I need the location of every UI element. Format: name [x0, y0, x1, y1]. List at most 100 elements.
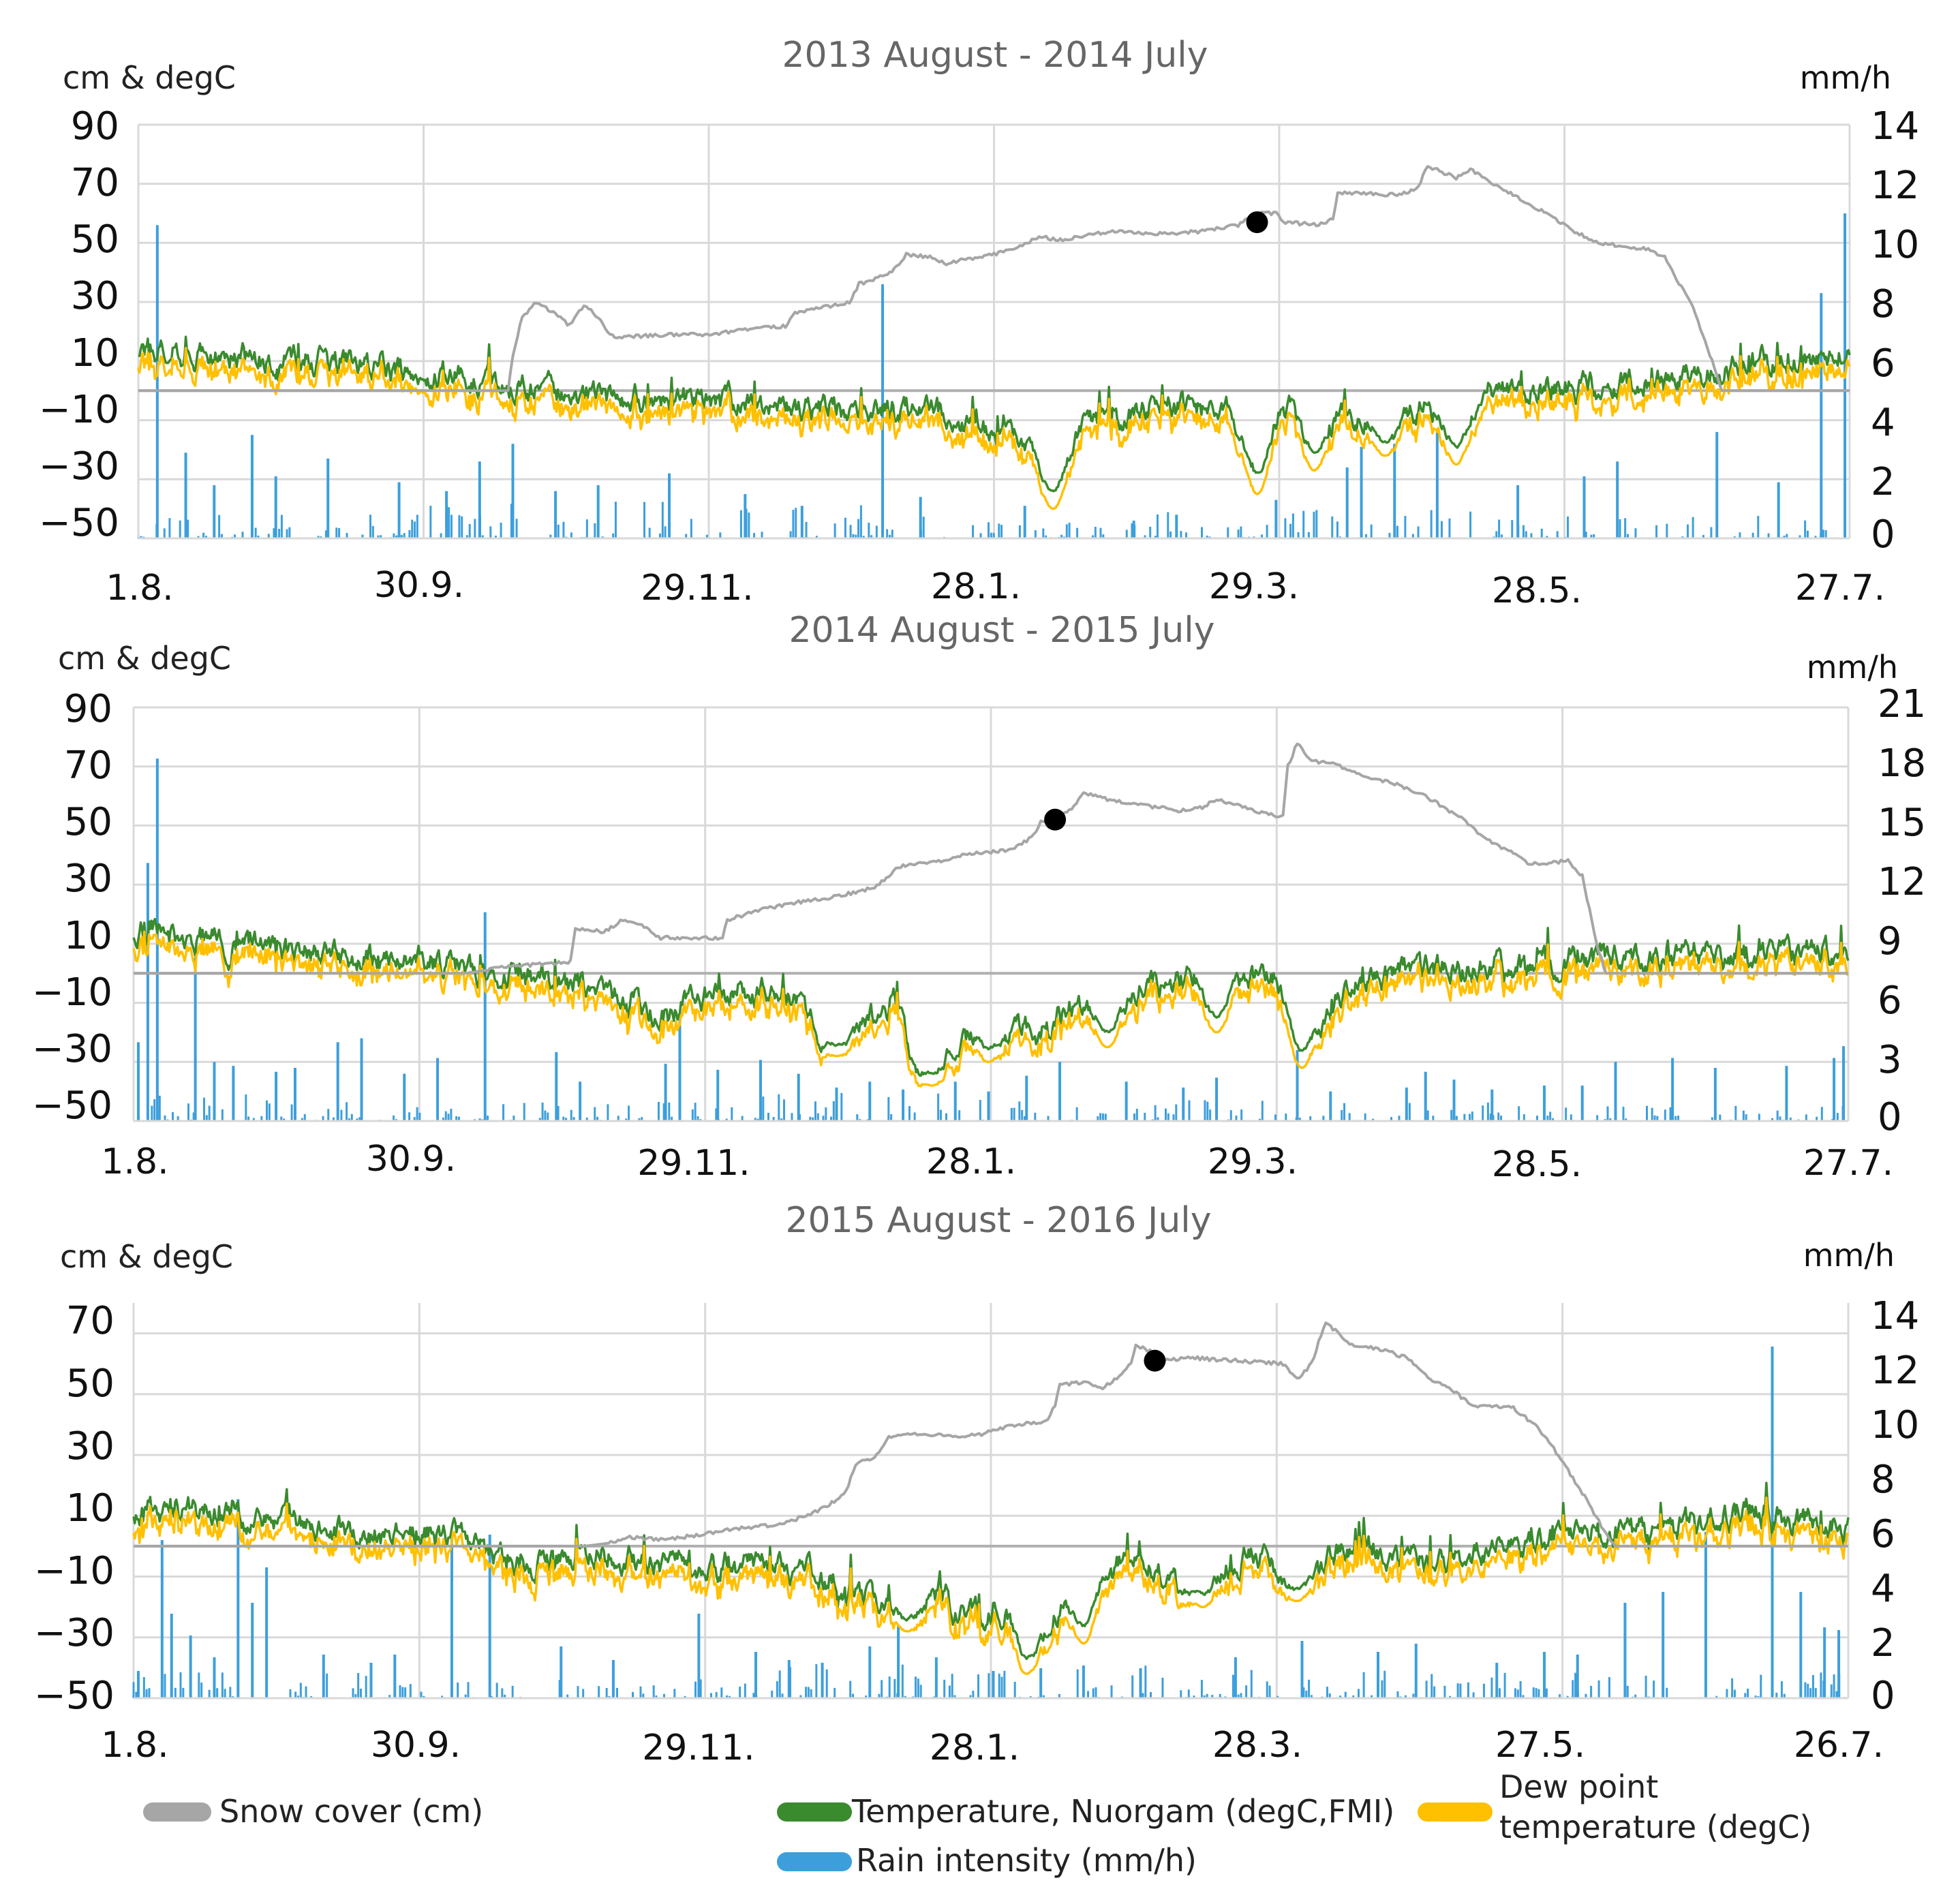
left-axis-unit: cm & degC [60, 1238, 233, 1275]
y2-tick-label: 12 [1878, 860, 1926, 904]
snow-max-marker [1144, 1349, 1166, 1372]
x-axis-ticks: 1.8. 30.9. 29.11. 28.1. 29.3. 28.5. 27.7… [101, 1139, 1893, 1185]
x-tick-label: 28.3. [1212, 1725, 1302, 1766]
y2-tick-label: 4 [1871, 401, 1895, 445]
right-axis-ticks: 21 18 15 12 9 6 3 0 [1878, 682, 1926, 1139]
y-tick-label: 10 [71, 331, 119, 375]
x-tick-label: 28.1. [930, 1728, 1020, 1768]
x-tick-label: 1.8. [101, 1141, 168, 1182]
legend-swatch-temperature [777, 1802, 852, 1822]
y2-tick-label: 10 [1871, 223, 1919, 267]
x-tick-label: 28.5. [1492, 570, 1582, 611]
y-tick-label: −10 [39, 388, 119, 432]
y2-tick-label: 12 [1871, 164, 1919, 208]
y-tick-label: 10 [66, 1486, 114, 1531]
right-axis-unit: mm/h [1807, 649, 1898, 686]
snow-cover-line [138, 165, 1850, 393]
legend-item-snow: Snow cover (cm) [143, 1793, 483, 1830]
legend-swatch-rain [777, 1852, 852, 1871]
y2-tick-label: 2 [1871, 1621, 1895, 1665]
x-tick-label: 30.9. [366, 1139, 456, 1180]
x-tick-label: 27.5. [1495, 1725, 1585, 1766]
x-tick-label: 29.11. [637, 1143, 750, 1184]
y2-tick-label: 15 [1878, 801, 1926, 845]
y-tick-label: −30 [34, 1611, 114, 1655]
y-tick-label: 70 [64, 743, 112, 788]
y-tick-label: 70 [66, 1299, 114, 1343]
y-tick-label: 10 [64, 914, 112, 958]
y-tick-label: 70 [71, 161, 119, 205]
chart-title: 2015 August - 2016 July [785, 1200, 1211, 1241]
y2-tick-label: 18 [1878, 741, 1926, 786]
rain-intensity-series [132, 1347, 1846, 1698]
y2-tick-label: 8 [1871, 1458, 1895, 1502]
plot-area [132, 1303, 1850, 1700]
dew-point-line [132, 1496, 1850, 1676]
chart-title: 2014 August - 2015 July [789, 610, 1214, 651]
x-tick-label: 28.1. [931, 566, 1021, 607]
plot-area [132, 706, 1850, 1122]
y2-tick-label: 10 [1871, 1403, 1919, 1447]
left-axis-unit: cm & degC [58, 640, 231, 677]
legend-label-dew-point-line1: Dew point [1499, 1768, 1658, 1805]
temperature-line [138, 335, 1851, 493]
x-tick-label: 30.9. [374, 565, 464, 606]
panel-2013-2014: 2013 August - 2014 July cm & degC mm/h 9… [39, 35, 1919, 611]
dew-point-line [137, 346, 1851, 510]
x-tick-label: 1.8. [101, 1725, 168, 1766]
legend-item-rain: Rain intensity (mm/h) [777, 1842, 1197, 1879]
x-axis-ticks: 1.8. 30.9. 29.11. 28.1. 29.3. 28.5. 27.7… [106, 565, 1885, 611]
legend-label-snow: Snow cover (cm) [219, 1793, 483, 1830]
legend-swatch-snow [143, 1802, 211, 1822]
y-tick-label: −30 [39, 444, 119, 489]
temperature-line [132, 917, 1850, 1077]
legend-label-dew-point-line2: temperature (degC) [1499, 1809, 1811, 1845]
left-axis-ticks: 90 70 50 30 10 −10 −30 −50 [32, 687, 112, 1128]
y2-tick-label: 14 [1871, 1294, 1919, 1338]
y-tick-label: −10 [32, 970, 112, 1015]
x-tick-label: 29.11. [642, 1728, 754, 1768]
right-axis-unit: mm/h [1800, 59, 1891, 96]
y2-tick-label: 6 [1871, 341, 1895, 386]
y2-tick-label: 0 [1871, 1674, 1895, 1718]
y2-tick-label: 2 [1871, 460, 1895, 504]
plot-area [137, 123, 1851, 540]
legend-label-temperature: Temperature, Nuorgam (degC,FMI) [851, 1793, 1394, 1830]
snow-max-marker [1044, 808, 1067, 831]
x-tick-label: 29.3. [1208, 1141, 1298, 1182]
y-tick-label: 90 [64, 687, 112, 731]
snow-cover-line [134, 742, 1848, 975]
x-tick-label: 27.7. [1795, 568, 1885, 609]
left-axis-ticks: 90 70 50 30 10 −10 −30 −50 [39, 104, 119, 545]
y-tick-label: 30 [71, 274, 119, 318]
legend-label-rain: Rain intensity (mm/h) [856, 1842, 1197, 1879]
right-axis-ticks: 14 12 10 8 6 4 2 0 [1871, 1294, 1919, 1718]
y-tick-label: −50 [32, 1084, 112, 1128]
right-axis-ticks: 14 12 10 8 6 4 2 0 [1871, 104, 1919, 557]
right-axis-unit: mm/h [1803, 1237, 1895, 1274]
y2-tick-label: 6 [1878, 979, 1902, 1023]
dew-point-line [132, 930, 1849, 1088]
x-tick-label: 29.11. [641, 568, 753, 609]
y-tick-label: 30 [66, 1424, 114, 1469]
x-tick-label: 1.8. [106, 568, 173, 609]
y-tick-label: −30 [32, 1027, 112, 1071]
legend: Snow cover (cm) Temperature, Nuorgam (de… [143, 1768, 1811, 1879]
x-tick-label: 27.7. [1803, 1143, 1893, 1184]
y-tick-label: 30 [64, 857, 112, 901]
panel-2015-2016: 2015 August - 2016 July cm & degC mm/h 7… [34, 1200, 1919, 1768]
x-tick-label: 30.9. [371, 1725, 461, 1766]
legend-item-temperature: Temperature, Nuorgam (degC,FMI) [777, 1793, 1394, 1830]
x-axis-ticks: 1.8. 30.9. 29.11. 28.1. 28.3. 27.5. 26.7… [101, 1725, 1884, 1768]
y2-tick-label: 8 [1871, 282, 1895, 326]
left-axis-ticks: 70 50 30 10 −10 −30 −50 [34, 1299, 114, 1718]
legend-item-dew-point: Dew point temperature (degC) [1418, 1768, 1811, 1845]
panel-2014-2015: 2014 August - 2015 July cm & degC mm/h 9… [32, 610, 1926, 1185]
x-tick-label: 28.1. [926, 1141, 1016, 1182]
left-axis-unit: cm & degC [63, 59, 236, 96]
x-tick-label: 28.5. [1492, 1144, 1582, 1185]
y2-tick-label: 14 [1871, 104, 1919, 149]
y2-tick-label: 6 [1871, 1512, 1895, 1556]
y-tick-label: −50 [39, 501, 119, 545]
